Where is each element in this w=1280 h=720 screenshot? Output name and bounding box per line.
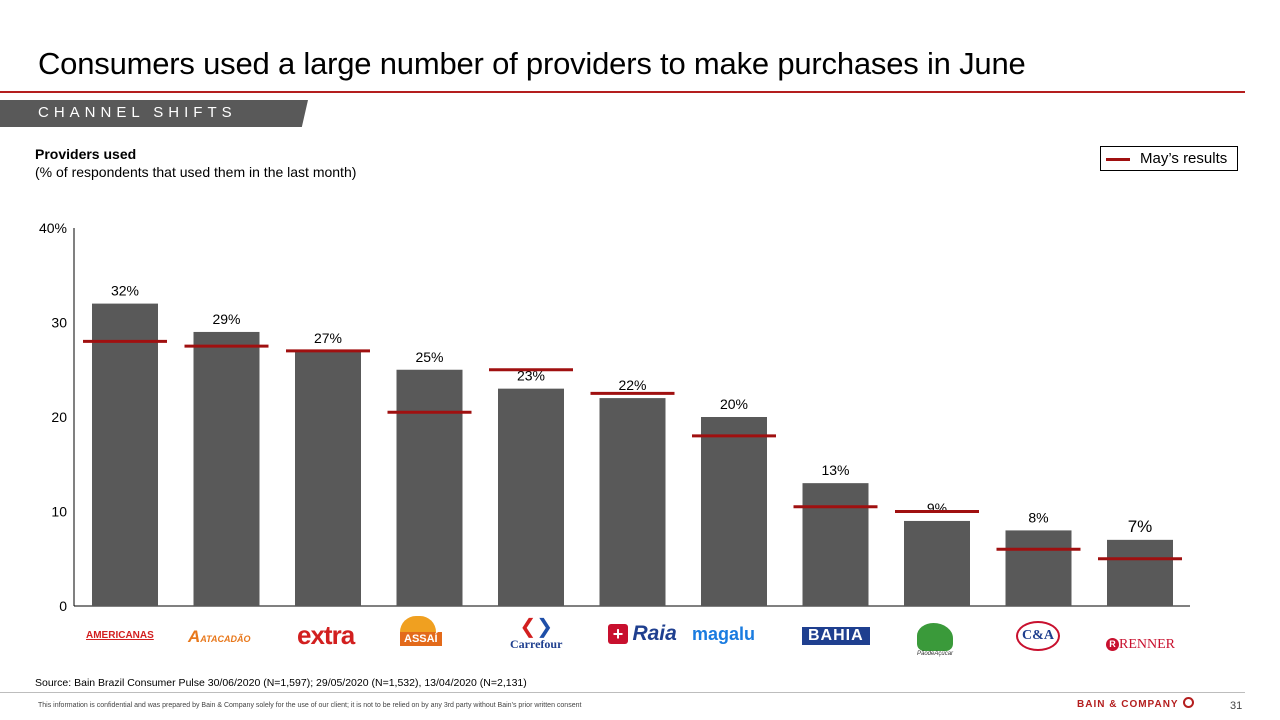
atacadao-wordmark: ATACADÃO — [200, 634, 251, 644]
y-tick-label: 30 — [51, 315, 67, 331]
chart-title: Providers used — [35, 146, 137, 162]
bar — [701, 417, 767, 606]
chart-subtitle: (% of respondents that used them in the … — [35, 164, 357, 180]
bar — [193, 331, 260, 606]
bar-value-label: 20% — [720, 396, 748, 412]
bar — [295, 350, 361, 606]
raia-wordmark: Raia — [632, 622, 677, 645]
renner-wordmark: RENNER — [1119, 636, 1175, 652]
legend-marker-swatch — [1106, 158, 1130, 161]
logo-raia: + Raia — [608, 622, 677, 646]
bar-value-label: 27% — [314, 330, 342, 346]
bar-value-label: 13% — [821, 462, 849, 478]
section-tag-label: CHANNEL SHIFTS — [38, 104, 237, 121]
bar — [599, 398, 666, 606]
pao-de-acucar-mountain-icon — [917, 623, 954, 651]
bar-value-label: 22% — [618, 377, 646, 393]
bar — [396, 369, 463, 606]
carrefour-c-icon: ❮❯ — [519, 616, 553, 638]
page-title: Consumers used a large number of provide… — [38, 46, 1026, 81]
legend-label: May’s results — [1140, 150, 1228, 167]
assai-sun-icon — [400, 616, 436, 632]
bar — [1005, 530, 1072, 606]
y-tick-label: 0 — [59, 598, 67, 614]
page-number: 31 — [1230, 700, 1243, 712]
source-note: Source: Bain Brazil Consumer Pulse 30/06… — [35, 677, 527, 689]
logo-magalu: magalu — [692, 624, 756, 644]
logo-carrefour: ❮❯ Carrefour — [510, 617, 562, 652]
chart-legend: May’s results — [1100, 146, 1238, 171]
section-tag: CHANNEL SHIFTS — [0, 100, 308, 127]
y-tick-label: 40% — [39, 220, 67, 236]
bar-value-label: 8% — [1028, 509, 1048, 525]
bar — [498, 388, 564, 606]
bar-value-label: 29% — [212, 311, 240, 327]
logo-assai: ASSAÍ — [400, 616, 442, 646]
renner-r-icon: R — [1106, 638, 1119, 652]
title-divider — [0, 91, 1245, 93]
bar-value-label: 25% — [415, 349, 443, 365]
logo-atacadao: AATACADÃO — [188, 627, 250, 647]
y-tick-label: 20 — [51, 409, 67, 425]
bar-value-label: 7% — [1128, 517, 1153, 536]
bain-circle-icon — [1183, 697, 1194, 708]
bar-value-label: 23% — [517, 368, 545, 384]
y-tick-label: 10 — [51, 504, 67, 520]
pao-de-acucar-wordmark: PãodeAçúcar — [917, 651, 954, 657]
footer-divider — [0, 692, 1245, 693]
bar — [92, 303, 158, 606]
carrefour-wordmark: Carrefour — [510, 637, 563, 651]
logo-renner: R RENNER — [1106, 636, 1175, 654]
raia-cross-icon: + — [608, 624, 628, 644]
bar-value-label: 9% — [927, 500, 947, 516]
atacadao-a-icon: A — [188, 627, 201, 646]
bar — [1107, 539, 1173, 606]
bar — [802, 483, 869, 606]
confidentiality-disclaimer: This information is confidential and was… — [38, 702, 582, 709]
logo-c-and-a: C&A — [1016, 621, 1060, 651]
bar — [904, 520, 970, 606]
logo-pao-de-acucar: PãodeAçúcar — [917, 623, 953, 657]
logo-extra: extra — [297, 620, 355, 650]
assai-wordmark: ASSAÍ — [400, 632, 442, 646]
bain-logo: BAIN & COMPANY — [1077, 699, 1179, 710]
logo-americanas: AMERICANAS — [86, 630, 154, 641]
bar-value-label: 32% — [111, 283, 139, 299]
logo-casas-bahia: BAHIA — [802, 627, 870, 645]
